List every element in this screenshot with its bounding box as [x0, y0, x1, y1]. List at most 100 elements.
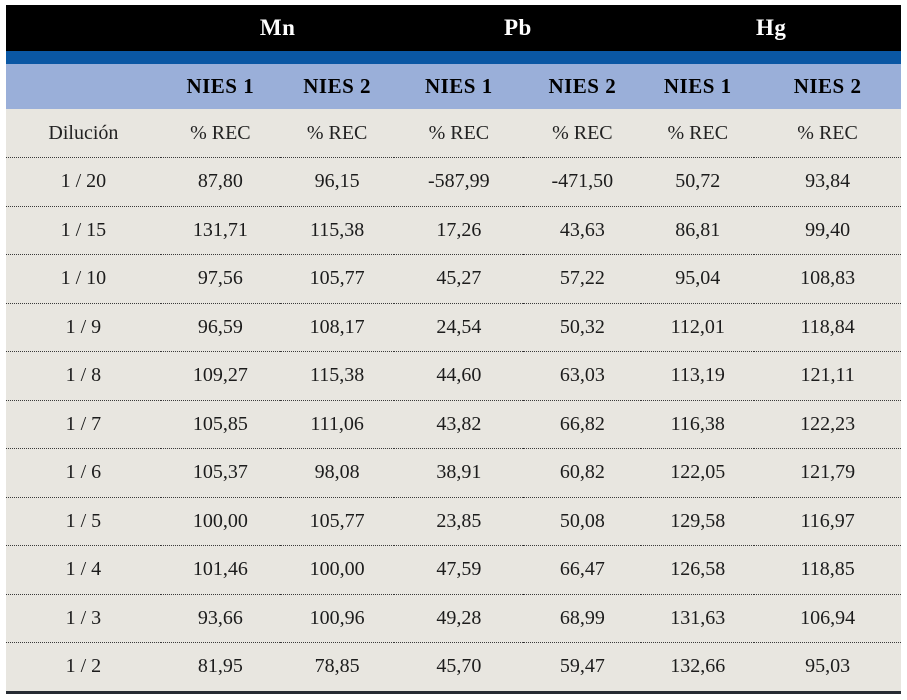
value-cell: 105,77	[279, 497, 395, 546]
unit-header-row: Dilución % REC % REC % REC % REC % REC %…	[6, 109, 901, 158]
value-cell: 95,04	[641, 254, 755, 304]
sample-header-hg-nies2: NIES 2	[754, 64, 901, 109]
value-cell: 38,91	[394, 448, 524, 498]
value-cell: 116,97	[754, 497, 901, 546]
value-cell: 108,17	[279, 303, 395, 352]
value-cell: 116,38	[641, 400, 755, 449]
value-cell: 50,08	[523, 497, 642, 546]
value-cell: 126,58	[641, 545, 755, 595]
dilution-cell: 1 / 2	[6, 642, 161, 694]
value-cell: 43,63	[523, 206, 642, 255]
value-cell: 59,47	[523, 642, 642, 694]
value-cell: 17,26	[394, 206, 524, 255]
element-header-hg: Hg	[641, 5, 901, 51]
value-cell: 49,28	[394, 594, 524, 643]
value-cell: 44,60	[394, 351, 524, 401]
value-cell: 78,85	[279, 642, 395, 694]
value-cell: 131,63	[641, 594, 755, 643]
value-cell: 45,27	[394, 254, 524, 304]
value-cell: 100,96	[279, 594, 395, 643]
value-cell: 113,19	[641, 351, 755, 401]
sample-header-pb-nies1: NIES 1	[394, 64, 524, 109]
dilution-cell: 1 / 4	[6, 545, 161, 595]
value-cell: 106,94	[754, 594, 901, 643]
value-cell: 66,82	[523, 400, 642, 449]
value-cell: 47,59	[394, 545, 524, 595]
value-cell: 23,85	[394, 497, 524, 546]
table-row: 1 / 15 131,71 115,38 17,26 43,63 86,81 99,40	[6, 206, 901, 255]
value-cell: 98,08	[279, 448, 395, 498]
divider-stripe-bar	[6, 51, 901, 64]
dilution-cell: 1 / 15	[6, 206, 161, 255]
value-cell: 121,79	[754, 448, 901, 498]
unit-header: % REC	[754, 109, 901, 158]
value-cell: 93,84	[754, 157, 901, 207]
value-cell: 121,11	[754, 351, 901, 401]
value-cell: 86,81	[641, 206, 755, 255]
value-cell: 60,82	[523, 448, 642, 498]
dilution-cell: 1 / 6	[6, 448, 161, 498]
table-row: 1 / 9 96,59 108,17 24,54 50,32 112,01 118,84	[6, 303, 901, 352]
unit-header: % REC	[160, 109, 280, 158]
value-cell: 50,72	[641, 157, 755, 207]
value-cell: 100,00	[279, 545, 395, 595]
value-cell: 112,01	[641, 303, 755, 352]
value-cell: 105,85	[160, 400, 280, 449]
value-cell: 50,32	[523, 303, 642, 352]
dilution-cell: 1 / 20	[6, 157, 161, 207]
unit-header: % REC	[279, 109, 395, 158]
table-row: 1 / 6 105,37 98,08 38,91 60,82 122,05 121,79	[6, 448, 901, 498]
corner-cell	[6, 5, 161, 51]
element-header-row: Mn Pb Hg	[6, 5, 901, 51]
sample-header-pb-nies2: NIES 2	[523, 64, 642, 109]
value-cell: 81,95	[160, 642, 280, 694]
element-header-pb: Pb	[394, 5, 642, 51]
table-row: 1 / 5 100,00 105,77 23,85 50,08 129,58 116,97	[6, 497, 901, 546]
sample-header-row: NIES 1 NIES 2 NIES 1 NIES 2 NIES 1 NIES …	[6, 64, 901, 109]
value-cell: 95,03	[754, 642, 901, 694]
value-cell: 109,27	[160, 351, 280, 401]
empty-cell	[6, 64, 161, 109]
value-cell: 115,38	[279, 351, 395, 401]
dilution-cell: 1 / 5	[6, 497, 161, 546]
value-cell: 105,37	[160, 448, 280, 498]
table-row: 1 / 2 81,95 78,85 45,70 59,47 132,66 95,03	[6, 642, 901, 694]
value-cell: 132,66	[641, 642, 755, 694]
value-cell: 131,71	[160, 206, 280, 255]
value-cell: 111,06	[279, 400, 395, 449]
table-row: 1 / 10 97,56 105,77 45,27 57,22 95,04 108,83	[6, 254, 901, 304]
element-header-mn: Mn	[160, 5, 395, 51]
unit-header: % REC	[394, 109, 524, 158]
value-cell: 43,82	[394, 400, 524, 449]
value-cell: 115,38	[279, 206, 395, 255]
unit-header: % REC	[641, 109, 755, 158]
dilution-cell: 1 / 7	[6, 400, 161, 449]
divider-stripe	[6, 51, 901, 64]
value-cell: 122,23	[754, 400, 901, 449]
table-body: 1 / 20 87,80 96,15 -587,99 -471,50 50,72 93,84…	[6, 157, 901, 694]
value-cell: 24,54	[394, 303, 524, 352]
value-cell: 118,84	[754, 303, 901, 352]
table-row: 1 / 4 101,46 100,00 47,59 66,47 126,58 118,85	[6, 545, 901, 595]
value-cell: 105,77	[279, 254, 395, 304]
value-cell: 99,40	[754, 206, 901, 255]
value-cell: 45,70	[394, 642, 524, 694]
sample-header-hg-nies1: NIES 1	[641, 64, 755, 109]
table-row: 1 / 3 93,66 100,96 49,28 68,99 131,63 106,94	[6, 594, 901, 643]
value-cell: 97,56	[160, 254, 280, 304]
unit-header: % REC	[523, 109, 642, 158]
value-cell: 96,59	[160, 303, 280, 352]
value-cell: 68,99	[523, 594, 642, 643]
value-cell: 87,80	[160, 157, 280, 207]
sample-header-mn-nies1: NIES 1	[160, 64, 280, 109]
recovery-table: Mn Pb Hg NIES 1 NIES 2 NIES 1 NIES 2 NIE…	[6, 5, 901, 694]
value-cell: 63,03	[523, 351, 642, 401]
dilution-cell: 1 / 10	[6, 254, 161, 304]
dilution-column-header: Dilución	[6, 109, 161, 158]
value-cell: -471,50	[523, 157, 642, 207]
value-cell: 101,46	[160, 545, 280, 595]
sample-header-mn-nies2: NIES 2	[279, 64, 395, 109]
table-row: 1 / 7 105,85 111,06 43,82 66,82 116,38 122,23	[6, 400, 901, 449]
value-cell: 118,85	[754, 545, 901, 595]
